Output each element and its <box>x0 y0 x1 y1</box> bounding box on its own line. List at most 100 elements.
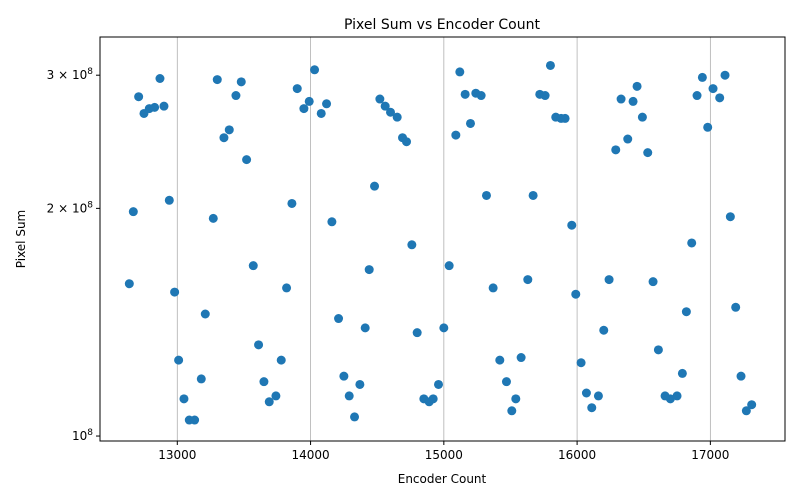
data-point <box>720 70 730 80</box>
data-point <box>523 275 533 285</box>
data-point <box>677 368 687 378</box>
data-point <box>150 102 160 112</box>
data-point <box>725 212 735 222</box>
x-tick-label: 17000 <box>691 448 729 462</box>
data-point <box>465 118 475 128</box>
data-point <box>451 130 461 140</box>
data-point <box>219 133 229 143</box>
data-point <box>282 283 292 293</box>
data-point <box>715 93 725 103</box>
data-point <box>231 91 241 101</box>
data-point <box>334 314 344 324</box>
data-point <box>310 65 320 75</box>
data-point <box>200 309 210 319</box>
data-point <box>708 84 718 94</box>
data-point <box>637 112 647 122</box>
data-point <box>604 275 614 285</box>
data-point <box>299 104 309 114</box>
y-axis-ticks: 108 2 × 108 3 × 108 <box>47 67 100 443</box>
data-point <box>386 107 396 117</box>
data-point <box>528 190 538 200</box>
data-point <box>540 91 550 101</box>
data-point <box>292 84 302 94</box>
data-point <box>623 134 633 144</box>
data-point <box>407 240 417 250</box>
data-point <box>224 125 234 135</box>
data-point <box>242 155 252 165</box>
data-point <box>560 113 570 123</box>
data-point <box>375 94 385 104</box>
data-point <box>159 101 169 111</box>
data-point <box>495 355 505 365</box>
data-point <box>672 391 682 401</box>
data-point <box>501 377 511 387</box>
data-point <box>697 72 707 82</box>
data-point <box>174 355 184 365</box>
data-point <box>380 101 390 111</box>
data-point <box>134 92 144 102</box>
data-point <box>687 238 697 248</box>
y-tick-label: 108 <box>72 428 93 443</box>
data-point <box>402 137 412 147</box>
data-point <box>208 213 218 223</box>
data-point <box>581 388 591 398</box>
plot-frame <box>99 36 786 442</box>
data-point <box>196 374 206 384</box>
data-point <box>455 67 465 77</box>
data-point <box>339 371 349 381</box>
data-point <box>481 190 491 200</box>
y-axis-label: Pixel Sum <box>14 210 28 268</box>
data-point <box>576 358 586 368</box>
data-point <box>611 145 621 155</box>
data-point <box>271 391 281 401</box>
data-point <box>179 394 189 404</box>
data-point <box>476 91 486 101</box>
y-tick-label: 2 × 108 <box>47 200 94 215</box>
data-point <box>155 73 165 83</box>
data-point <box>344 391 354 401</box>
data-point <box>439 323 449 333</box>
data-point <box>599 325 609 335</box>
data-point <box>327 217 337 227</box>
data-point <box>276 355 286 365</box>
data-point <box>264 397 274 407</box>
data-point <box>322 99 332 109</box>
data-point <box>681 307 691 317</box>
data-point <box>355 379 365 389</box>
x-axis-label: Encoder Count <box>398 472 487 486</box>
data-point <box>460 89 470 99</box>
data-point <box>593 391 603 401</box>
data-point <box>571 289 581 299</box>
data-point <box>632 81 642 91</box>
data-point <box>692 91 702 101</box>
data-point <box>350 412 360 422</box>
data-point <box>516 353 526 363</box>
chart-title: Pixel Sum vs Encoder Count <box>344 17 540 33</box>
data-point <box>507 406 517 416</box>
x-axis-ticks: 13000 14000 15000 16000 17000 <box>158 441 729 462</box>
data-point <box>653 345 663 355</box>
data-point <box>190 415 200 425</box>
data-point <box>316 108 326 118</box>
data-point <box>212 75 222 85</box>
data-point <box>703 122 713 132</box>
data-point <box>511 394 521 404</box>
data-point <box>736 371 746 381</box>
x-tick-label: 14000 <box>291 448 329 462</box>
data-point <box>488 283 498 293</box>
data-point <box>360 323 370 333</box>
data-point <box>643 148 653 158</box>
x-tick-label: 15000 <box>425 448 463 462</box>
data-point <box>254 340 264 350</box>
data-point <box>364 265 374 275</box>
data-point <box>259 377 269 387</box>
data-point <box>236 77 246 87</box>
data-point <box>648 277 658 287</box>
data-point <box>248 261 258 271</box>
data-point <box>628 96 638 106</box>
data-points <box>124 60 757 425</box>
data-point <box>747 400 757 410</box>
x-tick-label: 16000 <box>558 448 596 462</box>
